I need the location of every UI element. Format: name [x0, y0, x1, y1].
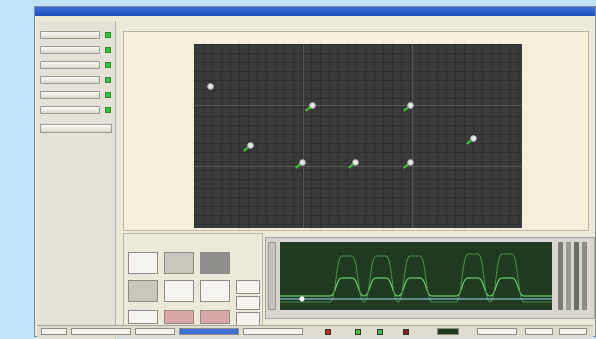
- panel-button-2[interactable]: [40, 46, 100, 54]
- control-pad: [123, 233, 263, 331]
- bright-spot-marker: [299, 158, 307, 166]
- status-led-2: [105, 47, 111, 53]
- control-button[interactable]: [200, 252, 230, 274]
- vertical-scrollbar[interactable]: [268, 242, 276, 310]
- bright-spot-marker: [407, 158, 415, 166]
- bright-spot-marker: [407, 101, 415, 109]
- channel-bar: [566, 242, 571, 310]
- bright-spot-marker: [351, 158, 359, 166]
- status-field: [243, 328, 303, 335]
- panel-button-3[interactable]: [40, 61, 100, 69]
- waveform-trace: [280, 253, 552, 303]
- status-led-1: [105, 32, 111, 38]
- control-button[interactable]: [236, 312, 260, 326]
- status-button[interactable]: [525, 328, 553, 335]
- waveform-trace: [280, 277, 552, 297]
- ok-led: [355, 329, 361, 335]
- waveform-plot[interactable]: [280, 242, 552, 310]
- waveform-panel: [265, 237, 595, 319]
- status-led-6: [105, 107, 111, 113]
- check-tick-icon: [347, 163, 354, 169]
- main-window: [34, 6, 596, 339]
- control-button[interactable]: [164, 252, 194, 274]
- ok-led: [377, 329, 383, 335]
- status-field: [477, 328, 517, 335]
- status-led-5: [105, 92, 111, 98]
- grid-line: [412, 44, 413, 228]
- check-tick-icon: [403, 106, 410, 112]
- control-button[interactable]: [236, 280, 260, 294]
- grid-line: [194, 166, 522, 167]
- waveform-svg: [280, 253, 552, 303]
- status-field: [41, 328, 67, 335]
- control-button[interactable]: [236, 296, 260, 310]
- check-tick-icon: [305, 106, 312, 112]
- alarm-led: [403, 329, 409, 335]
- bright-spot-marker: [469, 134, 477, 142]
- menu-bar: [121, 17, 591, 25]
- status-led-4: [105, 77, 111, 83]
- camera-view-frame: [123, 31, 589, 231]
- panel-button-4[interactable]: [40, 76, 100, 84]
- check-tick-icon: [242, 146, 249, 152]
- channel-bar: [574, 242, 579, 310]
- control-button[interactable]: [200, 280, 230, 302]
- control-button[interactable]: [128, 252, 158, 274]
- status-indicator: [437, 328, 459, 335]
- grid-line: [194, 105, 522, 106]
- info-text: [40, 141, 112, 211]
- panel-button-6[interactable]: [40, 106, 100, 114]
- alarm-led: [325, 329, 331, 335]
- status-led-3: [105, 62, 111, 68]
- stop-button[interactable]: [164, 310, 194, 324]
- status-bar: [37, 325, 593, 338]
- panel-button-1[interactable]: [40, 31, 100, 39]
- main-action-button[interactable]: [40, 124, 112, 133]
- channel-bars: [558, 242, 592, 310]
- control-button[interactable]: [164, 280, 194, 302]
- bright-spot-marker: [246, 142, 254, 150]
- control-button[interactable]: [128, 310, 158, 324]
- grid-line: [303, 44, 304, 228]
- left-panel: [37, 21, 116, 339]
- channel-bar: [558, 242, 563, 310]
- panel-button-5[interactable]: [40, 91, 100, 99]
- cursor-marker[interactable]: [299, 296, 305, 302]
- progress-field: [179, 328, 239, 335]
- status-field: [135, 328, 175, 335]
- channel-bar: [582, 242, 587, 310]
- status-field: [71, 328, 131, 335]
- bright-spot-marker: [207, 83, 215, 91]
- status-button[interactable]: [559, 328, 587, 335]
- control-button[interactable]: [128, 280, 158, 302]
- stop-button[interactable]: [200, 310, 230, 324]
- bright-spot-marker: [309, 101, 317, 109]
- camera-image[interactable]: [194, 44, 522, 228]
- title-bar[interactable]: [35, 7, 595, 16]
- check-tick-icon: [465, 139, 472, 145]
